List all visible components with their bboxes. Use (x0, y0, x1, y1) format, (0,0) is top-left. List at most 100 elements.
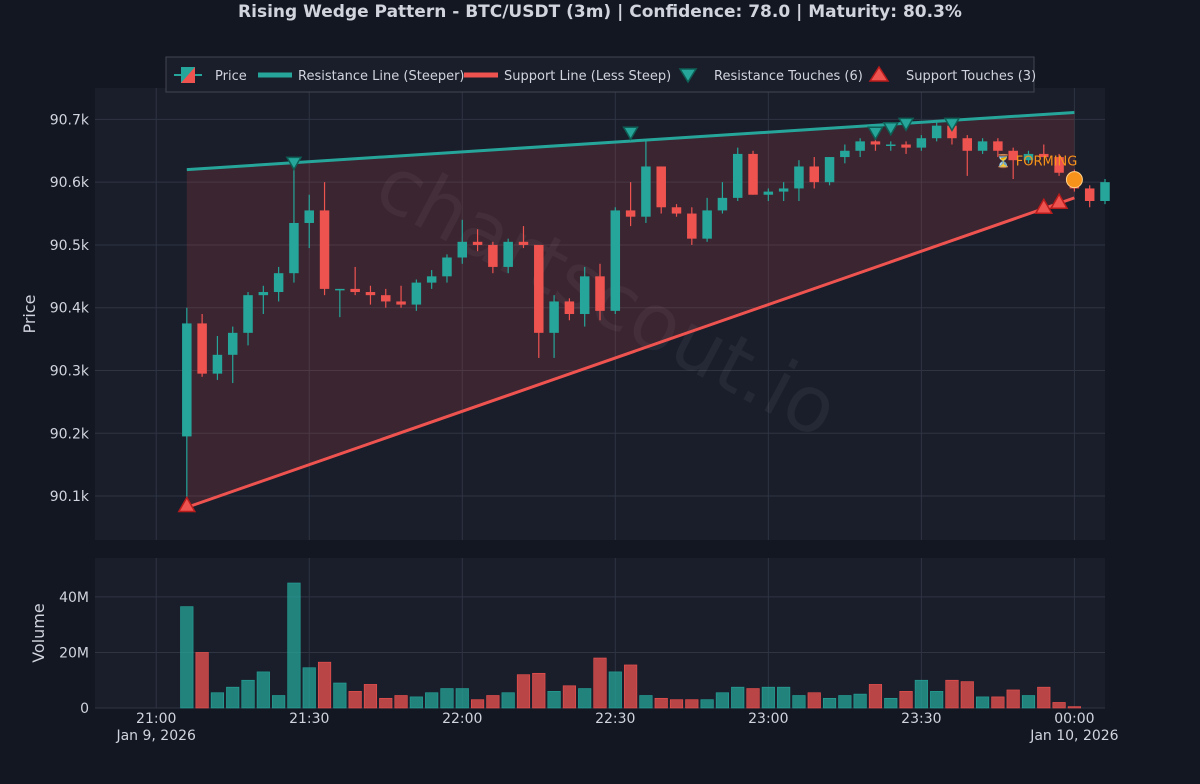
time-tick-label: 21:30 (289, 711, 329, 727)
volume-bar (195, 652, 209, 709)
volume-bar (1037, 686, 1051, 709)
volume-bar (991, 696, 1005, 709)
candle-body (335, 288, 345, 291)
candle-body (1039, 153, 1049, 158)
candle-body (396, 301, 406, 305)
volume-bar (287, 582, 301, 709)
volume-bar (914, 679, 928, 709)
volume-bar (1021, 695, 1036, 709)
volume-bar (348, 691, 362, 709)
volume-bar (241, 679, 255, 709)
candle-body (304, 210, 314, 223)
candle-body (809, 166, 819, 183)
chart-title: Rising Wedge Pattern - BTC/USDT (3m) | C… (238, 2, 962, 22)
volume-bar (256, 671, 270, 709)
volume-bar (899, 691, 913, 709)
candle-body (212, 354, 223, 374)
candle-body (182, 323, 192, 437)
candle-body (855, 141, 865, 151)
legend-entry: Resistance Touches (6) (678, 68, 863, 84)
time-tick-label: 22:00 (442, 711, 482, 727)
legend-label: Price (215, 69, 247, 84)
volume-bar (700, 699, 714, 709)
volume-bar (501, 692, 515, 709)
volume-bar (333, 682, 347, 709)
price-tick-label: 90.6k (50, 175, 90, 191)
candle-body (824, 157, 835, 183)
volume-bar (440, 688, 454, 709)
candle-body (197, 323, 207, 374)
resistance-touch-marker (867, 126, 884, 141)
candle-body (901, 144, 911, 148)
legend-entry: Support Touches (3) (868, 65, 1036, 84)
candle-body (656, 166, 666, 208)
volume-bar (547, 691, 561, 709)
time-tick-label: 21:00 (136, 711, 176, 727)
candle-body (457, 241, 468, 258)
candle-body (426, 276, 437, 283)
candle-body (671, 207, 682, 214)
candle-body (289, 222, 299, 274)
time-tick-label: Jan 10, 2026 (1029, 728, 1118, 744)
volume-tick-label: 20M (59, 645, 89, 661)
support-touch-marker (1049, 192, 1069, 210)
candle-body (1008, 150, 1018, 161)
candle-body (717, 197, 728, 211)
volume-bar (486, 695, 500, 709)
legend-label: Support Line (Less Steep) (504, 69, 671, 84)
price-tick-label: 90.7k (50, 112, 90, 128)
volume-bar (715, 692, 729, 709)
legend: Price Resistance Line (Steeper) Support Li… (165, 56, 1036, 93)
volume-bar (746, 688, 760, 709)
volume-bar (409, 696, 423, 709)
candle-body (319, 210, 330, 289)
candle-body (381, 295, 391, 302)
wedge-fill (186, 112, 1075, 508)
candle-body (993, 141, 1003, 151)
volume-bar (379, 697, 393, 709)
candle-body (794, 166, 804, 189)
candle-body (534, 244, 544, 333)
volume-bar (180, 606, 194, 709)
volume-bar (654, 697, 668, 709)
legend-entry: Price (174, 67, 247, 84)
volume-bar (945, 679, 959, 709)
candle-body (442, 257, 452, 277)
candle-body (227, 332, 238, 355)
legend-resistance-marker (678, 68, 698, 84)
volume-bar (532, 672, 546, 709)
volume-bar (608, 671, 622, 709)
candle-body (350, 288, 360, 293)
time-tick-label: Jan 9, 2026 (115, 728, 196, 744)
volume-tick-label: 40M (59, 590, 89, 606)
candle-body (258, 292, 269, 296)
resistance-touch-marker (622, 126, 639, 141)
volume-bar (363, 684, 378, 709)
time-tick-label: 23:30 (901, 711, 941, 727)
candle-body (748, 153, 758, 195)
volume-bar (1052, 702, 1066, 709)
candle-body (778, 188, 789, 192)
candle-body (977, 141, 988, 151)
candle-body (1084, 188, 1095, 201)
volume-bar (425, 692, 439, 709)
volume-bar (761, 686, 775, 709)
candle-body (518, 241, 529, 245)
candle-body (931, 125, 942, 139)
volume-bar (792, 695, 806, 709)
volume-bar (455, 688, 469, 709)
forming-label: ⏳ FORMING (995, 154, 1077, 170)
candle-body (243, 295, 253, 333)
candle-body (488, 244, 498, 267)
forming-point-marker (1065, 171, 1083, 189)
price-tick-label: 90.5k (50, 238, 90, 254)
legend-entry: Support Line (Less Steep) (464, 69, 671, 84)
support-touch-marker (1034, 197, 1054, 215)
time-tick-label: 22:30 (595, 711, 635, 727)
volume-tick-label: 0 (80, 701, 89, 717)
volume-bar (302, 667, 316, 709)
volume-bar (685, 699, 699, 709)
volume-bar (317, 661, 332, 709)
price-axis-label: Price (20, 294, 39, 333)
candle-body (503, 241, 513, 267)
